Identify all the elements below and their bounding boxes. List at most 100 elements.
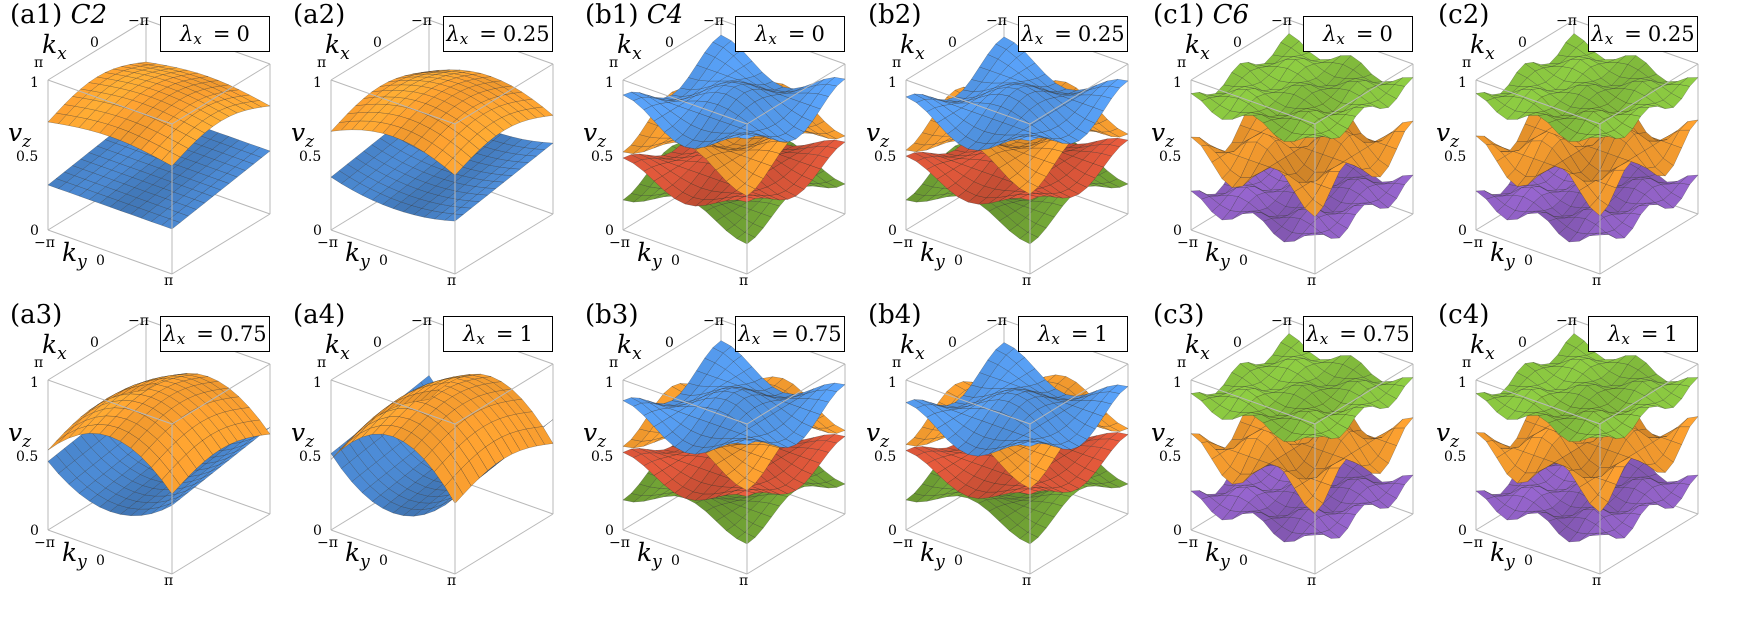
surface-patch bbox=[1088, 432, 1108, 441]
vz-label: vz bbox=[1436, 120, 1459, 151]
vz-subscript: z bbox=[22, 432, 32, 452]
vz-subscript: z bbox=[22, 132, 32, 152]
surface-patch bbox=[189, 72, 209, 78]
surface-patch bbox=[179, 69, 198, 75]
surface-patch bbox=[825, 130, 846, 140]
tick-kx-neg-pi: −π bbox=[1556, 13, 1577, 29]
box-edge bbox=[1190, 319, 1290, 381]
tick-kx-zero: 0 bbox=[665, 335, 674, 351]
panel-id: (a3) bbox=[10, 300, 63, 330]
panel-label: (c1) C6 bbox=[1153, 2, 1249, 28]
tick-kx-zero: 0 bbox=[90, 35, 99, 51]
ky-subscript: y bbox=[360, 552, 370, 572]
kx-symbol: k bbox=[1470, 30, 1486, 59]
panel-label: (b1) C4 bbox=[585, 2, 683, 28]
ky-symbol: k bbox=[1490, 238, 1506, 267]
lambda-equals: = bbox=[1054, 22, 1072, 46]
surface-patch bbox=[1669, 77, 1688, 85]
figure-panel: (c3) λ x = 0.75 kx ky vz π 0 −π 1 0.5 0 −π 0 π bbox=[1143, 302, 1425, 602]
tick-kx-zero: 0 bbox=[373, 335, 382, 351]
ky-symbol: k bbox=[920, 538, 936, 567]
surface-patch bbox=[513, 398, 533, 413]
panel-label: (a4) bbox=[293, 302, 345, 328]
tick-kx-pi: π bbox=[609, 55, 619, 71]
box-edge bbox=[1029, 513, 1129, 575]
kx-subscript: x bbox=[340, 44, 350, 64]
tick-kx-zero: 0 bbox=[90, 335, 99, 351]
tick-vz-one: 1 bbox=[1458, 75, 1467, 91]
kx-label: kx bbox=[900, 332, 925, 363]
box-edge bbox=[622, 379, 748, 425]
surface-blue bbox=[905, 342, 1129, 457]
lambda-box: λ x = 0.75 bbox=[735, 316, 845, 352]
lambda-symbol: λ bbox=[1038, 322, 1052, 346]
tick-ky-pi: π bbox=[1022, 273, 1032, 289]
panel-label: (a1) C2 bbox=[10, 2, 107, 28]
kx-symbol: k bbox=[1185, 30, 1201, 59]
box-edge bbox=[1314, 63, 1414, 125]
tick-vz-one: 1 bbox=[313, 375, 322, 391]
surface-blue bbox=[622, 34, 846, 150]
tick-ky-neg-pi: −π bbox=[317, 235, 338, 251]
box-edge bbox=[171, 363, 271, 425]
surface-patch bbox=[168, 373, 188, 377]
lambda-equals: = bbox=[771, 322, 789, 346]
surface-patch bbox=[219, 84, 240, 92]
ky-symbol: k bbox=[345, 238, 361, 267]
surface-plot bbox=[905, 319, 1129, 575]
tick-vz-zero: 0 bbox=[605, 523, 614, 539]
tick-kx-zero: 0 bbox=[665, 35, 674, 51]
lambda-symbol: λ bbox=[1021, 22, 1035, 46]
tick-kx-neg-pi: −π bbox=[411, 13, 432, 29]
tick-kx-pi: π bbox=[1177, 55, 1187, 71]
lambda-subscript: x bbox=[176, 330, 186, 348]
tick-ky-pi: π bbox=[1307, 273, 1317, 289]
panel-id: (c1) bbox=[1153, 0, 1205, 30]
kx-subscript: x bbox=[57, 344, 67, 364]
surface-patch bbox=[240, 94, 261, 102]
vz-subscript: z bbox=[880, 432, 890, 452]
lambda-subscript: x bbox=[459, 30, 469, 48]
kx-symbol: k bbox=[617, 30, 633, 59]
surface-patch bbox=[1393, 77, 1414, 87]
box-edge bbox=[1599, 213, 1699, 275]
panel-id: (a1) bbox=[10, 0, 63, 30]
box-edge bbox=[47, 319, 147, 381]
surface-patch bbox=[1036, 379, 1057, 393]
vz-symbol: v bbox=[583, 418, 598, 447]
surface-patch bbox=[219, 387, 240, 399]
kx-subscript: x bbox=[632, 344, 642, 364]
kx-subscript: x bbox=[915, 344, 925, 364]
box-edge bbox=[47, 19, 147, 81]
surface-patch bbox=[502, 85, 523, 94]
box-edge bbox=[905, 529, 1031, 575]
surface-patch bbox=[815, 139, 836, 147]
tick-vz-zero: 0 bbox=[1458, 223, 1467, 239]
box-edge bbox=[622, 319, 722, 381]
box-edge bbox=[454, 363, 554, 425]
tick-vz-one: 1 bbox=[1173, 75, 1182, 91]
panel-id: (a2) bbox=[293, 0, 346, 30]
surface-patch bbox=[137, 61, 157, 66]
surface-patch bbox=[1393, 417, 1414, 429]
ky-label: ky bbox=[345, 238, 370, 271]
kx-symbol: k bbox=[42, 330, 58, 359]
ky-label: ky bbox=[920, 240, 945, 271]
ky-subscript: y bbox=[77, 552, 87, 572]
tick-ky-neg-pi: −π bbox=[609, 535, 630, 551]
surface-patch bbox=[712, 34, 732, 48]
surface-patch bbox=[805, 140, 825, 149]
symmetry-group: C4 bbox=[646, 0, 684, 30]
box-edge bbox=[622, 79, 748, 125]
tick-vz-half: 0.5 bbox=[16, 449, 39, 465]
vz-subscript: z bbox=[1165, 132, 1175, 152]
box-edge bbox=[1190, 79, 1316, 125]
box-edge bbox=[1599, 63, 1699, 125]
surface-patch bbox=[481, 376, 503, 383]
ky-symbol: k bbox=[1205, 238, 1221, 267]
lambda-subscript: x bbox=[476, 330, 485, 348]
surface-patch bbox=[1108, 78, 1129, 89]
box-edge bbox=[171, 63, 271, 125]
tick-ky-neg-pi: −π bbox=[34, 235, 55, 251]
surface-patch bbox=[533, 142, 554, 150]
